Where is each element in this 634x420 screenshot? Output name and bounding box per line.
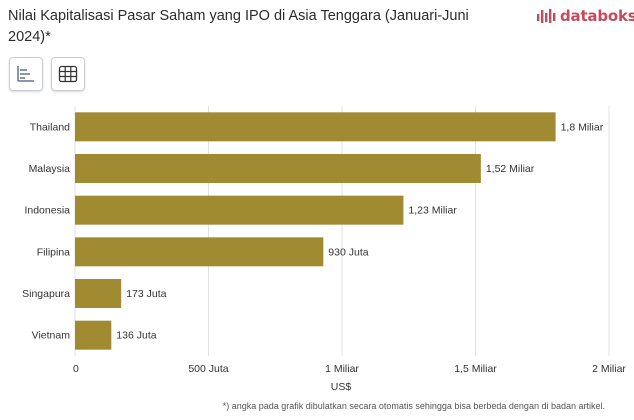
- logo-text: databoks: [560, 7, 634, 25]
- x-tick-label: 1,5 Miliar: [454, 363, 497, 375]
- bar-malaysia[interactable]: [75, 154, 481, 183]
- x-axis-title: US$: [331, 381, 352, 393]
- bar-chart-icon: [17, 66, 34, 82]
- value-label: 1,52 Miliar: [486, 163, 535, 175]
- value-label: 173 Juta: [126, 288, 166, 300]
- footnote: *) angka pada grafik dibulatkan secara o…: [222, 401, 605, 411]
- bar-vietnam[interactable]: [75, 320, 112, 350]
- table-view-button[interactable]: [51, 57, 85, 91]
- value-label: 1,23 Miliar: [408, 205, 457, 217]
- value-label: 930 Juta: [328, 246, 368, 258]
- x-tick-label: 500 Juta: [188, 363, 228, 375]
- table-grid-icon: [58, 65, 78, 83]
- x-tick-label: 0: [73, 363, 79, 375]
- category-label: Thailand: [30, 121, 70, 133]
- bar-indonesia[interactable]: [75, 195, 404, 225]
- chart-view-button[interactable]: [9, 57, 43, 91]
- databoks-logo[interactable]: databoks: [536, 5, 634, 27]
- category-label: Indonesia: [24, 205, 70, 217]
- x-tick-label: 2 Miliar: [592, 363, 626, 375]
- bar-filipina[interactable]: [75, 237, 324, 267]
- category-label: Malaysia: [29, 163, 71, 175]
- logo-bars-icon: [537, 9, 556, 23]
- value-label: 136 Juta: [116, 330, 156, 342]
- value-label: 1,8 Miliar: [561, 121, 604, 133]
- bar-thailand[interactable]: [75, 112, 556, 142]
- category-label: Singapura: [22, 288, 70, 300]
- bar-singapura[interactable]: [75, 279, 122, 308]
- bar-chart: 0 500 Juta 1 Miliar 1,5 Miliar 2 Miliar Thail…: [22, 106, 626, 393]
- category-label: Filipina: [37, 246, 70, 258]
- x-tick-label: 1 Miliar: [325, 363, 359, 375]
- chart-title: Nilai Kapitalisasi Pasar Saham yang IPO …: [8, 8, 469, 45]
- category-label: Vietnam: [32, 330, 71, 342]
